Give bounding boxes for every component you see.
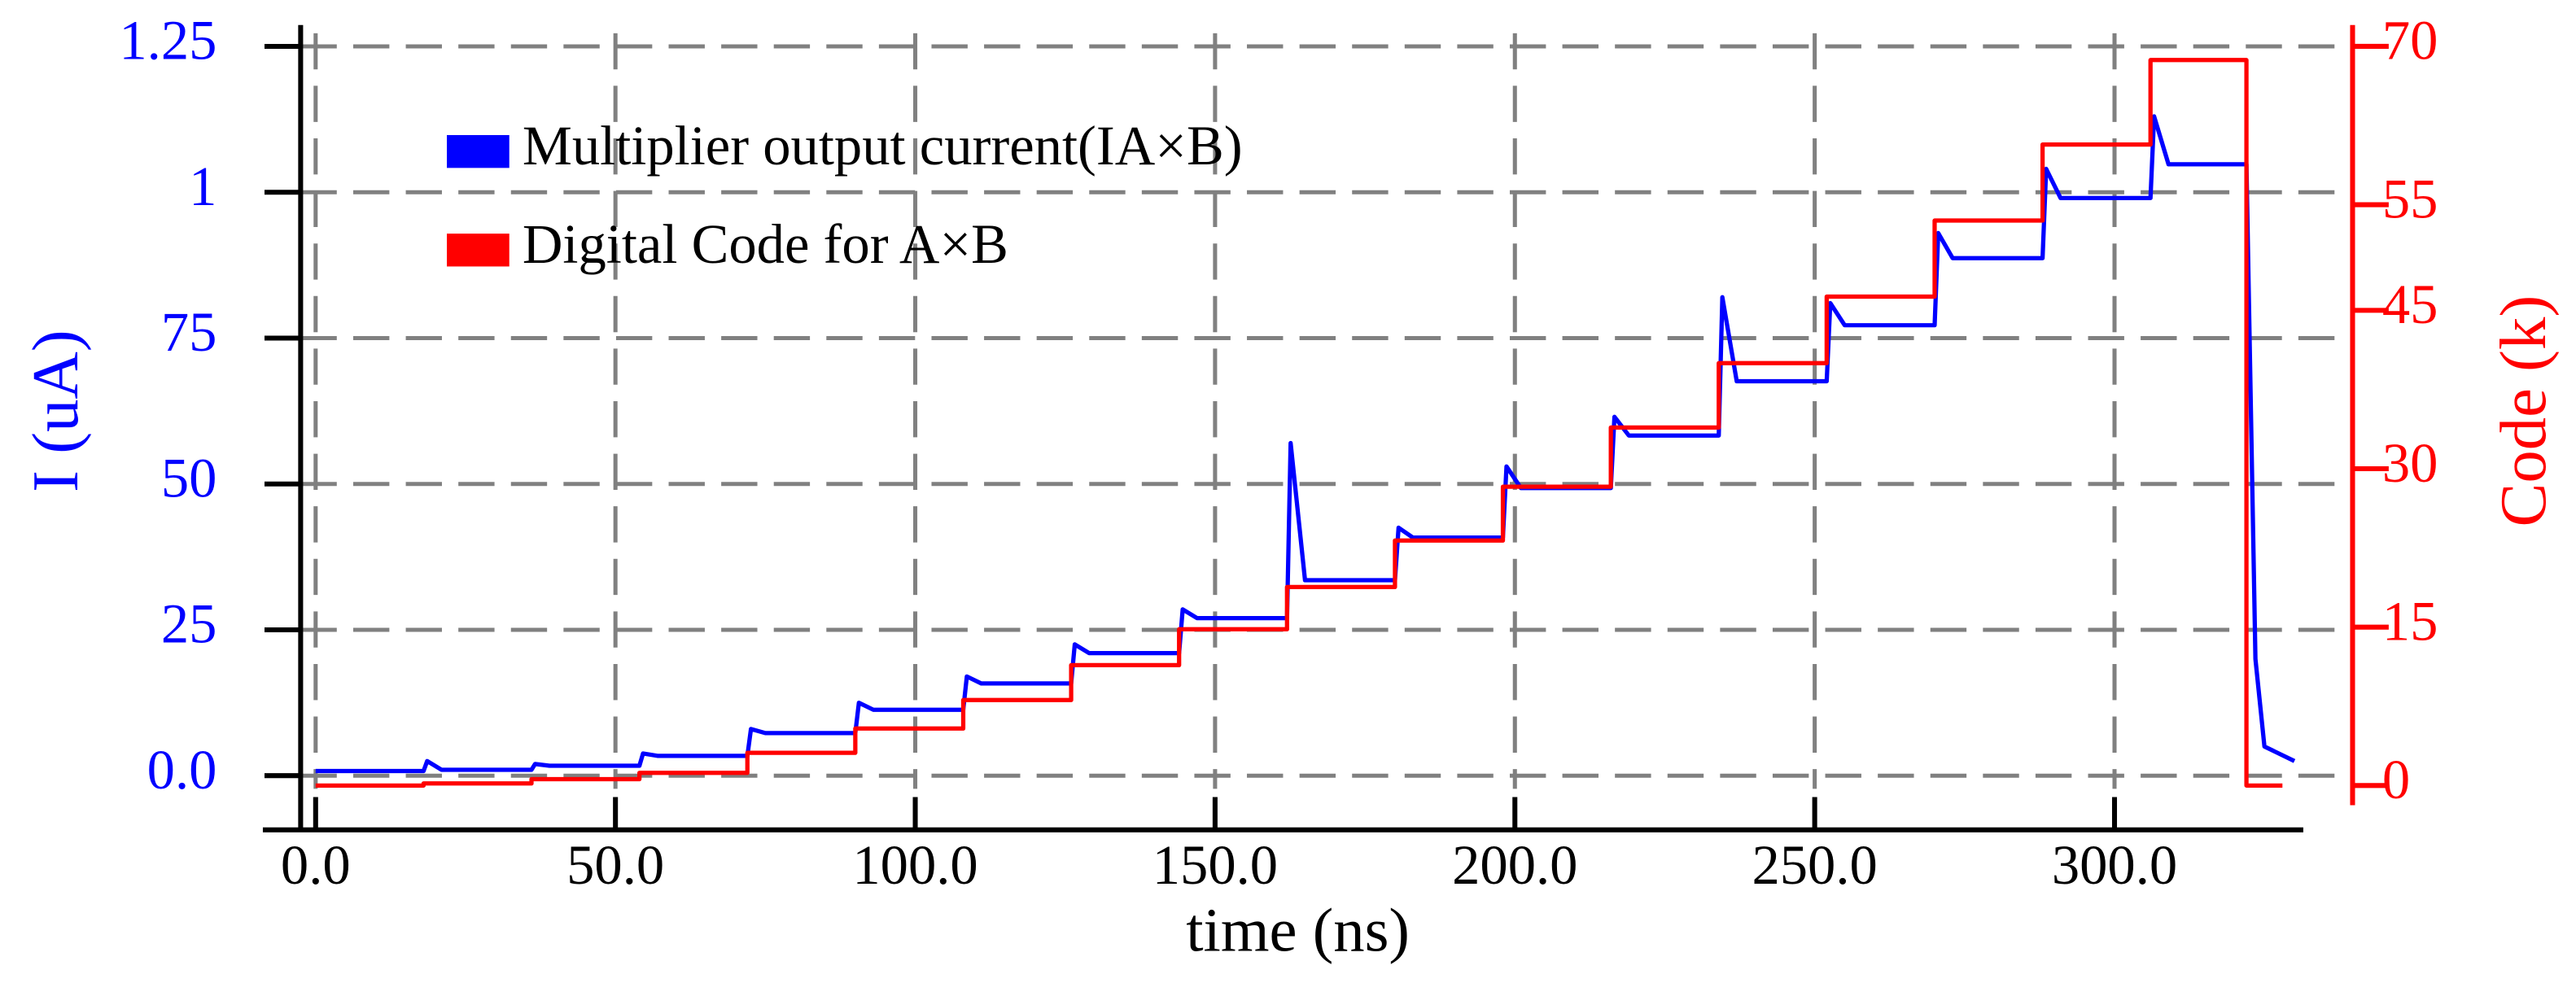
y-tick-label: 0.0 [147, 739, 217, 801]
y2-axis-title: Code (k) [2487, 295, 2560, 527]
x-tick-label: 100.0 [852, 834, 977, 896]
x-tick-label: 0.0 [281, 834, 351, 896]
x-tick-label: 250.0 [1752, 834, 1877, 896]
plot-area [315, 58, 2296, 788]
y-tick-label: 1 [189, 155, 216, 217]
y2-tick-label: 55 [2382, 168, 2438, 229]
y2-tick-label: 0 [2382, 749, 2410, 810]
x-tick-label: 300.0 [2052, 834, 2177, 896]
y2-tick-label: 45 [2382, 273, 2438, 335]
y-tick-label: 25 [161, 593, 217, 655]
x-tick-label: 150.0 [1152, 834, 1278, 896]
y2-tick-label: 70 [2382, 10, 2438, 72]
x-axis-title: time (ns) [1186, 896, 1410, 965]
legend-label: Multiplier output current(IA×B) [523, 115, 1243, 177]
y-tick-label: 75 [161, 301, 217, 363]
y-tick-label: 1.25 [119, 10, 216, 72]
x-tick-label: 200.0 [1452, 834, 1577, 896]
series-line [315, 58, 2283, 788]
y2-tick-label: 15 [2382, 590, 2438, 652]
y2-tick-label: 30 [2382, 432, 2438, 494]
series-line [315, 114, 2296, 774]
x-tick-label: 50.0 [566, 834, 664, 896]
legend-label: Digital Code for A×B [523, 213, 1008, 275]
legend-swatch [447, 234, 510, 267]
y-axis-title: I (uA) [20, 330, 92, 492]
y-tick-label: 50 [161, 447, 217, 509]
legend-swatch [447, 134, 510, 168]
